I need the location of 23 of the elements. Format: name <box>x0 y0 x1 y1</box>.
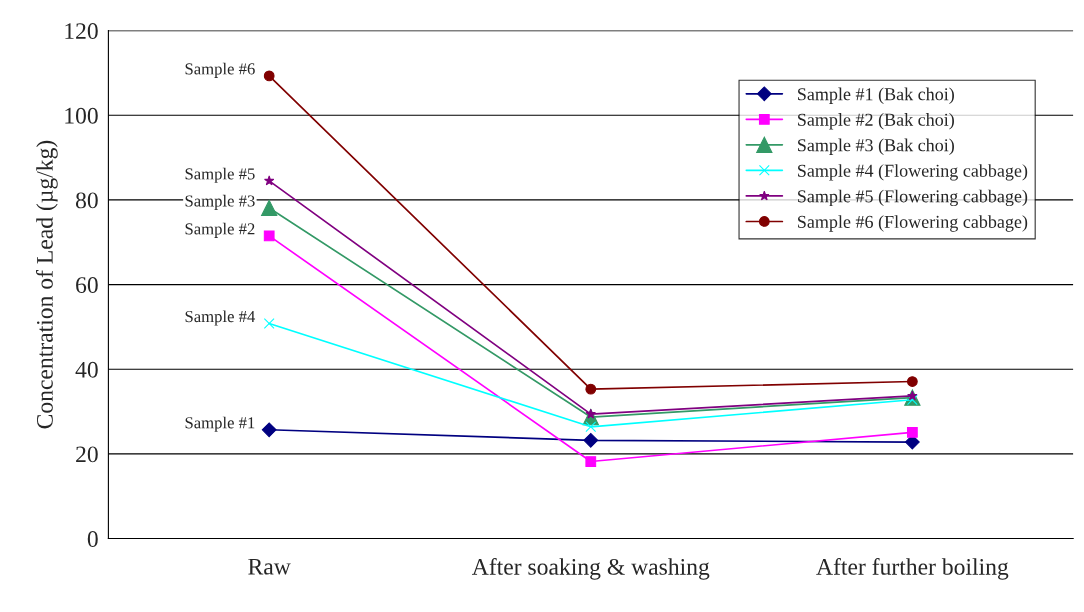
x-tick-label: Raw <box>248 558 291 575</box>
annotation: Sample #5 <box>185 167 255 183</box>
x-tick-label: After further boiling <box>816 558 1009 580</box>
legend-label: Sample #3 (Bak choi) <box>798 138 954 155</box>
annotation: Sample #1 <box>185 416 255 432</box>
annotation: Sample #6 <box>185 62 255 78</box>
y-tick-label: 20 <box>76 446 98 463</box>
x-tick-label: After soaking & washing <box>471 558 710 580</box>
annotation: Sample #4 <box>185 310 256 326</box>
legend-label: Sample #6 (Flowering cabbage) <box>798 215 1028 232</box>
legend-label: Sample #1 (Bak choi) <box>798 87 954 104</box>
annotation: Sample #2 <box>185 222 255 238</box>
legend-label: Sample #5 (Flowering cabbage) <box>798 189 1028 207</box>
y-tick-label: 60 <box>76 277 98 293</box>
y-tick-label: 0 <box>87 531 98 547</box>
y-tick-label: 120 <box>65 23 98 40</box>
legend-label: Sample #2 (Bak choi) <box>798 113 954 130</box>
annotation: Sample #3 <box>185 194 255 210</box>
y-axis-title: Concentration of Lead (µg/kg) <box>35 140 58 429</box>
legend-label: Sample #4 (Flowering cabbage) <box>798 164 1028 181</box>
y-tick-label: 40 <box>75 361 98 378</box>
y-tick-label: 100 <box>65 107 98 124</box>
y-tick-label: 80 <box>75 192 98 209</box>
